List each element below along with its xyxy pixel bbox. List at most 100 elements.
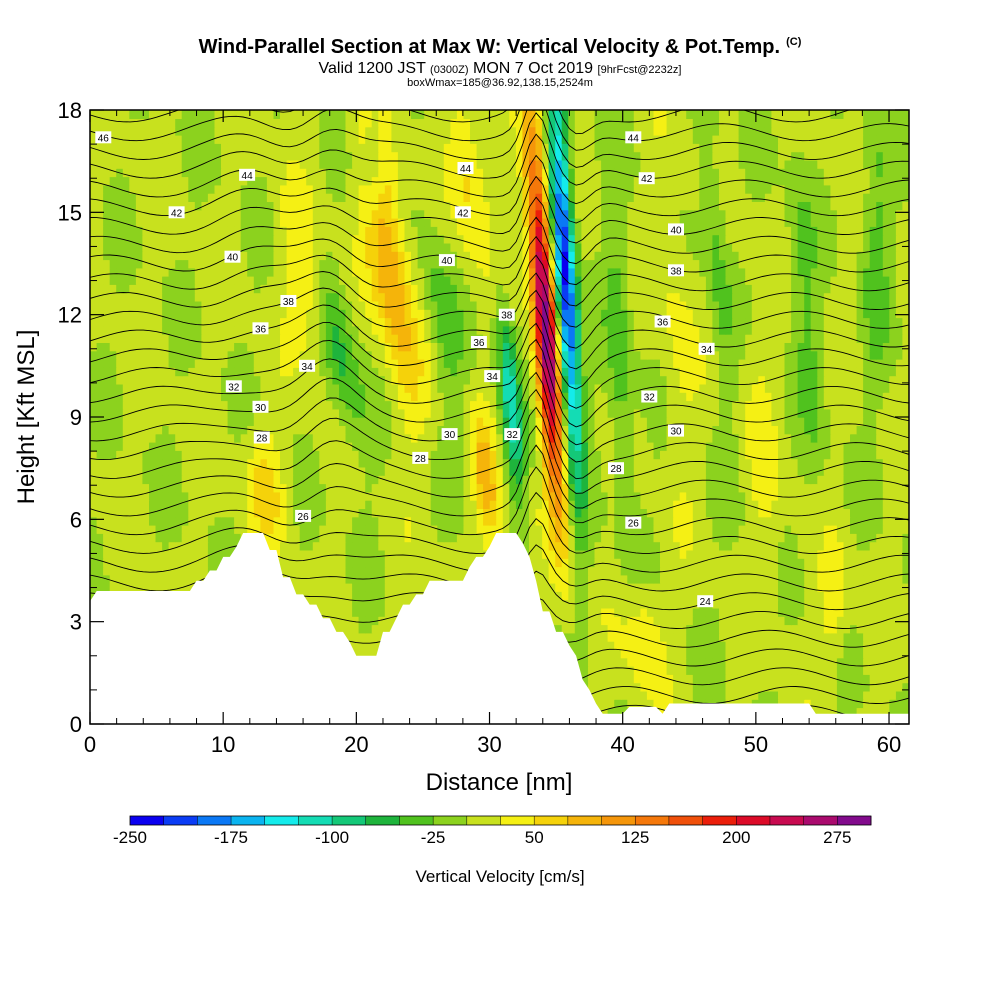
theta-contour-label-text: 30 [444, 430, 456, 441]
theta-contour-label: 40 [224, 250, 241, 264]
theta-contour-label-text: 40 [670, 225, 682, 236]
x-tick-label: 40 [610, 732, 634, 757]
colorbar: -250 -175 -100 -25 50 125 200 275 [113, 815, 872, 847]
colorbar-label: Vertical Velocity [cm/s] [415, 867, 584, 886]
y-tick-label: 18 [58, 98, 82, 123]
x-tick-label: 60 [877, 732, 901, 757]
theta-contour-label: 24 [697, 595, 714, 608]
theta-contour-label-text: 36 [473, 338, 485, 349]
theta-contour-label: 42 [638, 172, 655, 185]
theta-contour-label: 40 [668, 223, 684, 236]
colorbar-tick-label: -100 [315, 828, 349, 847]
colorbar-swatch [803, 816, 838, 825]
colorbar-swatch [399, 816, 434, 825]
x-tick-label: 10 [211, 732, 235, 757]
colorbar-swatch [534, 816, 569, 825]
theta-contour-label: 38 [498, 308, 515, 322]
colorbar-tick-label: -250 [113, 828, 147, 847]
theta-contour-label-text: 28 [415, 454, 427, 465]
theta-contour-label-text: 28 [610, 464, 622, 475]
terrain-mask [90, 533, 909, 724]
theta-contour-label-text: 32 [644, 393, 656, 404]
theta-contour-label: 28 [412, 451, 429, 465]
colorbar-swatch [163, 816, 198, 825]
colorbar-swatch [298, 816, 333, 825]
theta-contour-label: 46 [95, 131, 112, 144]
y-tick-label: 0 [70, 712, 82, 737]
theta-contour-label-text: 40 [227, 253, 239, 264]
theta-contour-label: 36 [470, 336, 487, 349]
colorbar-tick-label: 275 [823, 828, 851, 847]
theta-contour-label: 26 [625, 516, 642, 530]
colorbar-swatch [837, 816, 872, 825]
colorbar-swatch [130, 816, 165, 825]
colorbar-swatch [231, 816, 266, 825]
theta-contour-label-text: 42 [457, 208, 469, 219]
colorbar-swatch [365, 816, 400, 825]
theta-contour-label: 44 [239, 168, 256, 182]
theta-contour-label: 42 [454, 206, 471, 219]
theta-contour-label-text: 26 [628, 519, 640, 530]
theta-contour-label-text: 42 [171, 208, 183, 219]
colorbar-swatch [197, 816, 232, 825]
x-tick-label: 50 [744, 732, 768, 757]
theta-contour-label-text: 34 [302, 362, 314, 373]
x-axis-label: Distance [nm] [426, 769, 573, 796]
theta-contour-label: 32 [504, 428, 521, 441]
theta-contour-label: 30 [252, 400, 269, 414]
theta-contour-label: 30 [668, 424, 684, 438]
chart-title: Wind-Parallel Section at Max W: Vertical… [198, 36, 802, 58]
theta-contour-label-text: 26 [298, 512, 310, 523]
colorbar-swatch [264, 816, 299, 825]
theta-contour-label: 38 [668, 264, 684, 277]
theta-contour-label: 34 [299, 359, 316, 373]
y-axis-label: Height [Kft MSL] [13, 330, 40, 505]
copyright-mark: (C) [786, 36, 802, 49]
theta-contour-label: 32 [641, 390, 658, 404]
y-tick-label: 15 [58, 200, 82, 225]
y-tick-label: 3 [70, 610, 82, 635]
colorbar-swatch [332, 816, 367, 825]
theta-contour-label-text: 38 [670, 266, 682, 277]
colorbar-swatch [635, 816, 670, 825]
y-tick-label: 12 [58, 303, 82, 328]
theta-contour-label: 34 [484, 370, 501, 383]
colorbar-swatch [769, 816, 805, 825]
theta-contour-label: 34 [698, 342, 715, 356]
colorbar-tick-label: 50 [525, 828, 544, 847]
x-tick-label: 0 [84, 732, 96, 757]
y-tick-label: 6 [70, 507, 82, 532]
colorbar-tick-label: 200 [722, 828, 750, 847]
x-tick-label: 30 [477, 732, 501, 757]
colorbar-swatch [433, 816, 468, 825]
theta-contour-label-text: 44 [242, 171, 254, 182]
theta-contour-label-text: 32 [507, 430, 519, 441]
box-info-line: boxWmax=185@36.92,138.15,2524m [407, 77, 593, 89]
theta-contour-label: 32 [225, 380, 242, 393]
theta-contour-label: 44 [625, 131, 642, 144]
theta-contour-label-text: 34 [701, 345, 713, 356]
theta-contour-label-text: 28 [256, 434, 268, 445]
colorbar-swatch [466, 816, 501, 825]
theta-contour-label: 30 [441, 428, 458, 441]
valid-time-line: Valid 1200 JST (0300Z) MON 7 Oct 2019 [9… [318, 60, 682, 77]
theta-contour-label: 40 [438, 254, 455, 267]
theta-contour-label: 26 [295, 509, 312, 523]
theta-contour-label: 42 [168, 206, 185, 219]
theta-contour-label: 38 [280, 295, 297, 308]
theta-contour-label-text: 30 [255, 403, 267, 414]
theta-contour-label-text: 44 [460, 164, 472, 175]
colorbar-tick-label: 125 [621, 828, 649, 847]
theta-contour-label: 28 [253, 431, 270, 445]
colorbar-swatch [500, 816, 535, 825]
colorbar-swatch [601, 816, 636, 825]
y-tick-label: 9 [70, 405, 82, 430]
theta-contour-label-text: 36 [657, 318, 669, 329]
theta-contour-labels: 46 44 42 40 38 36 34 32 30 28 26 44 42 40 38 36 34 32 30 28… [95, 131, 715, 608]
colorbar-swatch [736, 816, 771, 825]
theta-contour-label-text: 32 [228, 382, 240, 393]
theta-contour-label-text: 34 [487, 372, 499, 383]
theta-contour-label-text: 36 [255, 324, 267, 335]
